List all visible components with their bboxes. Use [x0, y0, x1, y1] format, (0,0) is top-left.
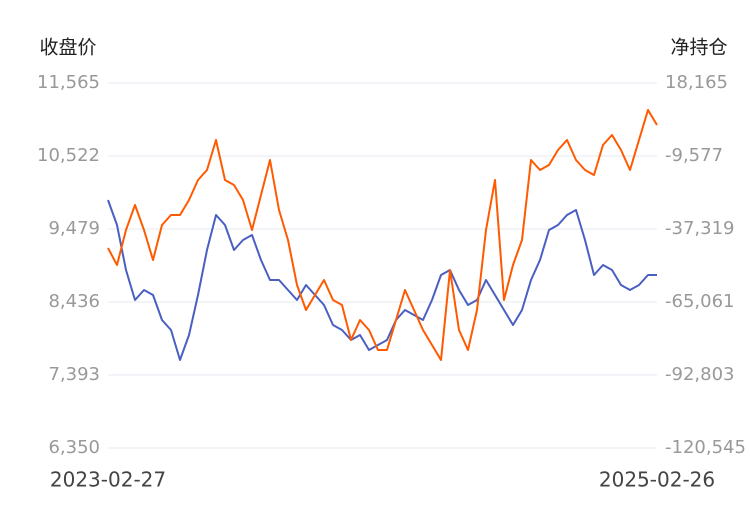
- x-tick-label: 2025-02-26: [599, 468, 715, 492]
- y-tick-label: 11,565: [37, 72, 100, 93]
- y-tick-label: 7,393: [48, 364, 100, 385]
- y2-tick-label: -37,319: [665, 218, 734, 239]
- y2-tick-label: -9,577: [665, 145, 723, 166]
- y-tick-label: 6,350: [48, 437, 100, 458]
- y2-tick-label: -65,061: [665, 291, 734, 312]
- series-line: [107, 109, 658, 361]
- y2-axis-title: 净持仓: [670, 37, 727, 59]
- series-line: [107, 199, 657, 361]
- y2-tick-label: -92,803: [665, 364, 734, 385]
- y-tick-label: 8,436: [48, 291, 100, 312]
- y-tick-label: 9,479: [48, 218, 100, 239]
- y2-tick-label: -120,545: [665, 437, 746, 458]
- y-tick-label: 10,522: [37, 145, 100, 166]
- y-axis-title: 收盘价: [39, 37, 96, 59]
- y2-tick-label: 18,165: [665, 72, 728, 93]
- x-tick-label: 2023-02-27: [50, 468, 166, 492]
